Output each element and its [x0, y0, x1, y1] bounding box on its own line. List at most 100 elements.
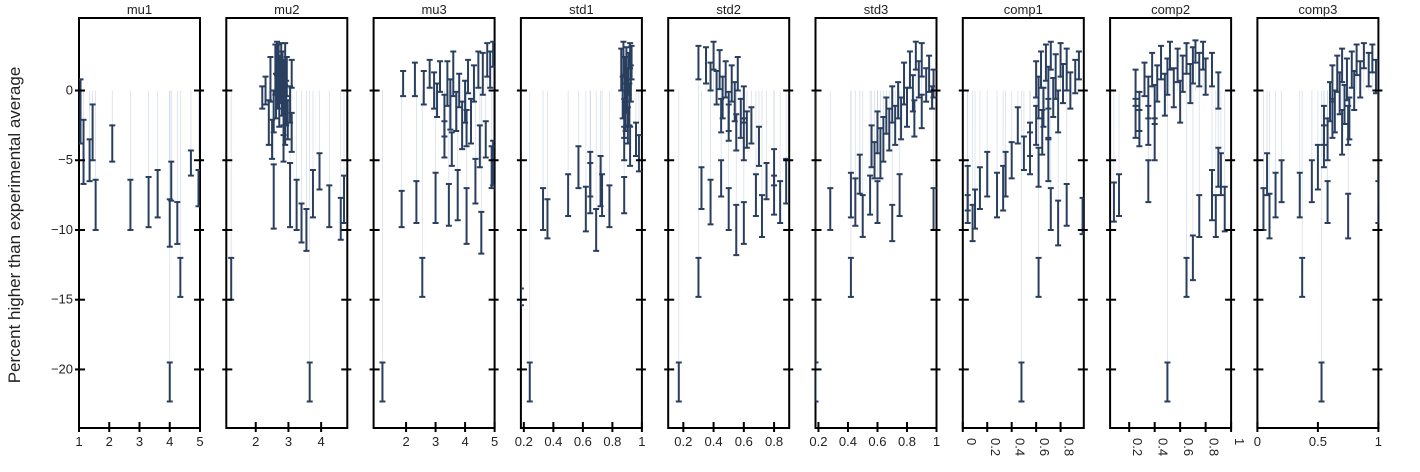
x-tick-label: 0.4 [705, 434, 723, 449]
x-tick-label: 0.5 [1309, 434, 1327, 449]
error-bar [470, 64, 477, 103]
error-bar [1027, 131, 1034, 176]
x-tick-label: 0.6 [735, 434, 753, 449]
error-bar [722, 60, 729, 99]
error-bar [168, 160, 175, 202]
error-bar [847, 171, 854, 219]
error-bar [984, 150, 991, 198]
error-bar [1196, 194, 1203, 238]
error-bar [341, 174, 348, 224]
error-bar [621, 175, 628, 215]
error-bar [758, 194, 765, 238]
error-bar [177, 256, 184, 298]
error-bar [432, 171, 439, 224]
error-bar [582, 185, 589, 233]
error-bar [1055, 199, 1062, 247]
error-bar [783, 157, 790, 205]
plot-area [79, 78, 200, 403]
error-bar [544, 198, 551, 240]
x-tick-label: 5 [196, 434, 203, 449]
x-tick-label: 1 [638, 434, 645, 449]
error-bar [635, 134, 642, 173]
y-tick-label: −20 [51, 361, 73, 376]
x-tick-label: 0.2 [988, 438, 1003, 456]
x-tick-label: 0.4 [1013, 438, 1028, 456]
error-bar [1369, 43, 1376, 74]
error-bar [145, 175, 152, 229]
error-bar [1314, 143, 1321, 191]
plot-area [228, 40, 348, 403]
error-bar [400, 69, 407, 98]
plot-area [520, 40, 642, 403]
error-bar [815, 361, 819, 403]
error-bar [868, 124, 875, 169]
error-bar [675, 361, 682, 403]
error-bar [1272, 171, 1279, 219]
plot-frame [961, 17, 1085, 429]
error-bar [1116, 173, 1123, 218]
error-bar [1318, 361, 1325, 403]
x-tick-label: 0.8 [1207, 438, 1222, 456]
error-bar [419, 256, 426, 298]
error-bar [698, 166, 705, 211]
error-bar [1208, 51, 1215, 88]
error-bar [1039, 109, 1046, 156]
error-bar [426, 58, 433, 89]
error-bar [621, 125, 628, 162]
x-tick-label: 0.8 [898, 434, 916, 449]
error-bar [1154, 64, 1161, 103]
subplot-title: comp1 [1004, 2, 1043, 17]
error-bar [743, 110, 750, 149]
subplot-title: mu1 [127, 2, 152, 17]
error-bar [282, 110, 289, 146]
error-bar [964, 194, 971, 224]
plot-area [675, 40, 790, 403]
error-bar [859, 194, 866, 238]
x-tick-label: 3 [432, 434, 439, 449]
error-bar [1170, 67, 1177, 109]
subplot-title: comp2 [1151, 2, 1190, 17]
subplot-comp1: comp1 0 0.2 0.4 0.6 0.8 [958, 2, 1088, 456]
error-bar [847, 256, 854, 298]
x-tick-label: 0.6 [868, 434, 886, 449]
error-bar [80, 118, 87, 185]
error-bar [627, 125, 634, 167]
y-tick-label: −10 [51, 222, 73, 237]
error-bar [1299, 256, 1306, 298]
error-bar [1345, 192, 1352, 240]
x-tick-label: 4 [166, 434, 173, 449]
subplot-mu1: mu1 0 −5 −10 −15 −20 1 2 3 4 5 [51, 2, 204, 449]
error-bar [628, 44, 635, 81]
error-bar [740, 117, 747, 162]
x-tick-label: 0.4 [1156, 438, 1171, 456]
error-bar [1320, 124, 1327, 169]
subplot-std2: std2 0.2 0.4 0.6 0.8 [664, 2, 794, 449]
error-bar [420, 69, 427, 106]
error-bar [472, 157, 479, 205]
subplot-title: mu3 [421, 2, 446, 17]
error-bar [1020, 135, 1027, 172]
error-bar [1179, 54, 1186, 93]
error-bar [413, 180, 420, 224]
error-bar [728, 64, 735, 103]
error-bar [1215, 146, 1222, 188]
error-bar [1339, 109, 1346, 156]
plot-frame [78, 17, 201, 429]
error-bar [1183, 256, 1190, 298]
error-bar [1308, 159, 1315, 204]
plot-area [964, 40, 1084, 403]
error-bar [1063, 47, 1070, 92]
subplot-grid: mu1 0 −5 −10 −15 −20 1 2 3 4 5 mu2 2 3 4 mu3 2 3 4 5 std1 0.2… [51, 2, 1383, 456]
error-bar [593, 208, 600, 252]
subplot-title: std2 [716, 2, 741, 17]
error-bar [1296, 171, 1303, 219]
error-bar [597, 155, 604, 208]
error-bar [777, 180, 784, 224]
error-bar [733, 113, 740, 152]
error-bar [265, 99, 272, 146]
error-bar [463, 109, 470, 148]
error-bar [1145, 159, 1152, 204]
error-bar [269, 118, 276, 160]
error-bar [1045, 138, 1052, 183]
error-bar [969, 203, 976, 243]
